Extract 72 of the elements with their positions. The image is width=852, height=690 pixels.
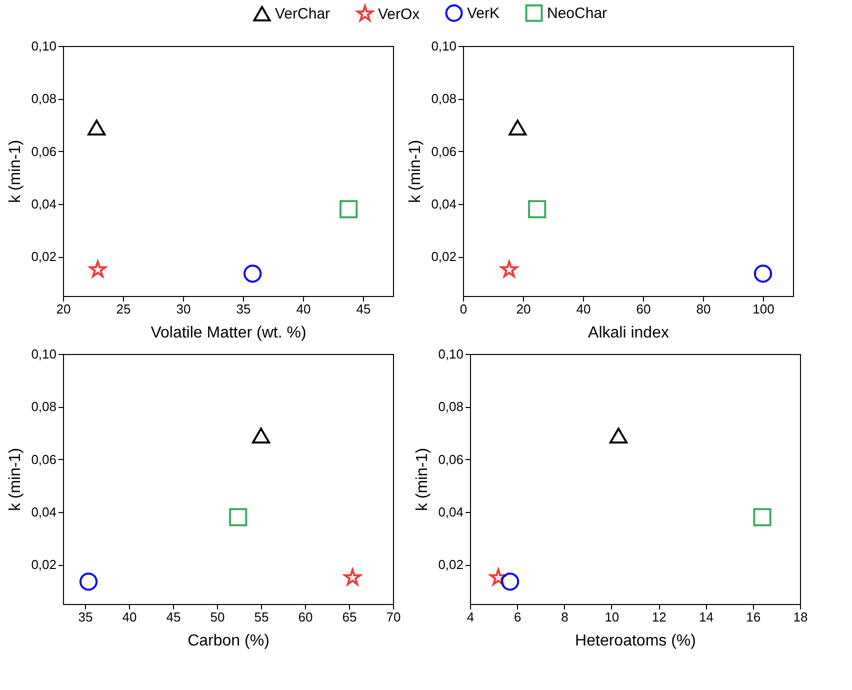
x-axis-title: Carbon (%): [188, 632, 270, 650]
y-tick-label: 0,06: [438, 452, 464, 467]
legend-label: VerK: [467, 5, 500, 22]
y-axis-title: k (min-1): [7, 140, 24, 204]
y-tick-label: 0,06: [31, 452, 56, 467]
point: [79, 572, 98, 591]
y-tick-label: 0,04: [31, 504, 56, 520]
x-tick-label: 14: [698, 610, 714, 624]
point: [244, 264, 262, 283]
x-tick-label: 40: [296, 302, 311, 316]
point: [501, 572, 520, 591]
point: [88, 120, 106, 136]
legend-label: NeoChar: [547, 5, 608, 22]
point: [753, 508, 772, 526]
y-tick-label: 0,06: [31, 144, 56, 159]
x-tick-label: 6: [514, 610, 522, 624]
y-tick-label: 0,04: [438, 504, 464, 520]
y-tick-label: 0,04: [431, 196, 456, 212]
x-tick-label: 25: [116, 302, 131, 316]
point: [754, 264, 772, 283]
legend-label: VerOx: [378, 6, 420, 23]
point: [229, 508, 248, 526]
y-tick-label: 0,10: [431, 38, 456, 54]
x-tick-label: 60: [298, 610, 313, 624]
x-axis-title: Alkali index: [588, 324, 669, 342]
y-tick-label: 0,08: [431, 91, 456, 106]
x-tick-label: 10: [604, 610, 620, 624]
x-tick-label: 20: [56, 302, 71, 316]
y-tick-label: 0,08: [31, 91, 56, 106]
y-tick-label: 0,10: [438, 346, 464, 362]
y-axis-title: k (min-1): [407, 140, 424, 204]
x-tick-label: 40: [122, 610, 137, 624]
x-tick-label: 30: [176, 302, 191, 316]
y-tick-label: 0,02: [31, 249, 56, 264]
x-tick-label: 35: [236, 302, 251, 316]
x-tick-label: 20: [516, 302, 531, 316]
x-tick-label: 65: [342, 610, 357, 624]
x-tick-label: 60: [636, 302, 651, 316]
legend-label: VerChar: [275, 6, 330, 23]
x-axis-title: Volatile Matter (wt. %): [150, 324, 306, 342]
y-tick-label: 0,08: [31, 399, 56, 414]
x-tick-label: 12: [652, 610, 666, 624]
x-tick-label: 4: [466, 610, 474, 624]
y-tick-label: 0,10: [31, 38, 56, 54]
x-tick-label: 40: [576, 302, 591, 316]
x-tick-label: 45: [166, 610, 181, 624]
x-tick-label: 70: [386, 610, 401, 624]
x-tick-label: 35: [78, 610, 93, 624]
y-tick-label: 0,02: [438, 557, 464, 572]
point: [528, 200, 546, 218]
y-axis-title: k (min-1): [414, 448, 432, 512]
point: [252, 428, 270, 444]
y-tick-label: 0,10: [31, 346, 56, 362]
x-tick-label: 55: [254, 610, 269, 624]
x-tick-label: 18: [793, 610, 808, 624]
x-tick-label: 50: [210, 610, 225, 624]
y-tick-label: 0,02: [31, 557, 56, 572]
x-tick-label: 100: [752, 302, 774, 316]
y-tick-label: 0,08: [438, 399, 464, 414]
point: [609, 428, 628, 444]
x-axis-title: Heteroatoms (%): [575, 632, 696, 650]
y-tick-label: 0,06: [431, 144, 456, 159]
x-tick-label: 80: [696, 302, 711, 316]
y-axis-title: k (min-1): [7, 448, 24, 512]
x-tick-label: 16: [746, 610, 761, 624]
point: [508, 120, 527, 136]
x-tick-label: 0: [460, 302, 468, 316]
point: [340, 200, 358, 218]
y-tick-label: 0,04: [31, 196, 56, 212]
x-tick-label: 8: [561, 610, 568, 624]
y-tick-label: 0,02: [431, 249, 456, 264]
x-tick-label: 45: [356, 302, 371, 316]
